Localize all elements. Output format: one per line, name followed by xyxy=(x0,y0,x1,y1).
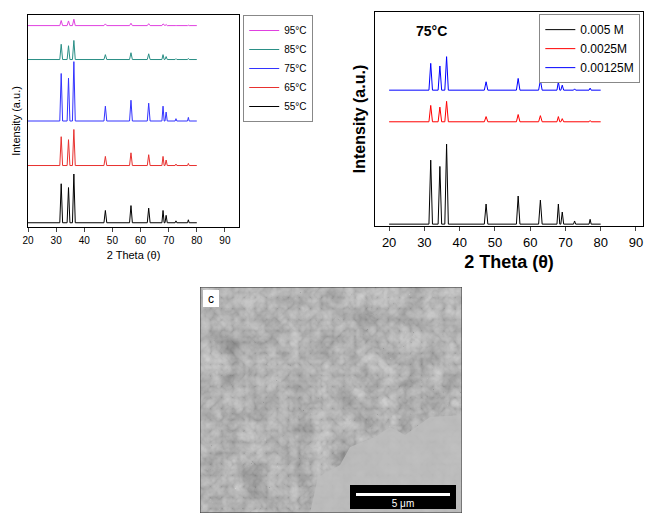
svg-text:50: 50 xyxy=(488,235,502,250)
svg-text:60: 60 xyxy=(135,235,147,246)
svg-text:70: 70 xyxy=(163,235,175,246)
svg-text:0.005 M: 0.005 M xyxy=(580,23,623,37)
svg-text:Intensity (a.u.): Intensity (a.u.) xyxy=(10,86,22,156)
svg-text:c: c xyxy=(208,292,214,306)
svg-text:85°C: 85°C xyxy=(284,44,306,55)
svg-text:90: 90 xyxy=(219,235,231,246)
svg-text:75°C: 75°C xyxy=(284,63,306,74)
svg-text:20: 20 xyxy=(382,235,396,250)
svg-text:90: 90 xyxy=(629,235,643,250)
svg-text:75°C: 75°C xyxy=(416,23,447,39)
svg-text:30: 30 xyxy=(51,235,63,246)
svg-text:2 Theta (θ): 2 Theta (θ) xyxy=(464,252,554,272)
svg-text:2 Theta (θ): 2 Theta (θ) xyxy=(107,249,161,261)
svg-text:Intensity (a.u.): Intensity (a.u.) xyxy=(351,65,368,173)
svg-text:40: 40 xyxy=(452,235,466,250)
svg-text:20: 20 xyxy=(22,235,34,246)
svg-text:95°C: 95°C xyxy=(284,25,306,36)
svg-text:30: 30 xyxy=(417,235,431,250)
svg-text:80: 80 xyxy=(191,235,203,246)
svg-text:0.00125M: 0.00125M xyxy=(580,61,633,75)
svg-text:50: 50 xyxy=(107,235,119,246)
svg-text:55°C: 55°C xyxy=(284,101,306,112)
svg-text:0.0025M: 0.0025M xyxy=(580,42,627,56)
svg-text:60: 60 xyxy=(523,235,537,250)
svg-text:70: 70 xyxy=(558,235,572,250)
svg-text:5 μm: 5 μm xyxy=(392,498,414,509)
svg-text:65°C: 65°C xyxy=(284,82,306,93)
svg-text:40: 40 xyxy=(79,235,91,246)
svg-text:80: 80 xyxy=(593,235,607,250)
